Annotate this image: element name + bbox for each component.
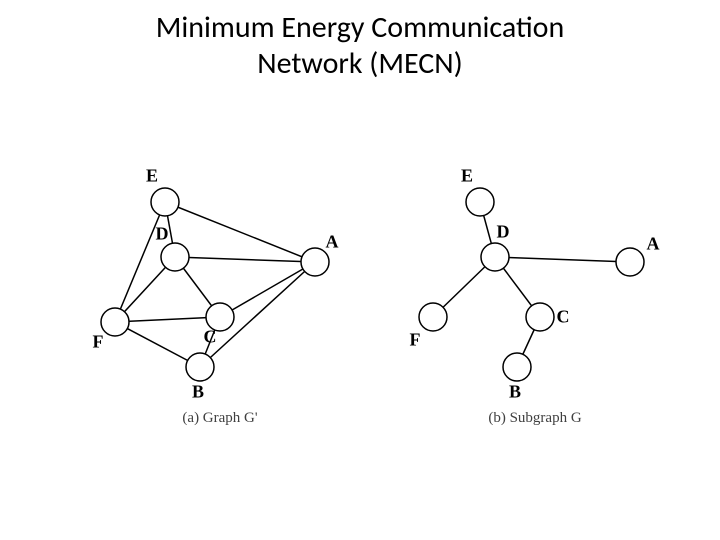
title-line-2: Network (MECN) bbox=[257, 45, 463, 82]
title-line-1: Minimum Energy Communication bbox=[156, 9, 565, 46]
node-label-c: C bbox=[204, 327, 217, 348]
node-label-c: C bbox=[557, 307, 570, 328]
node-label-b: B bbox=[192, 382, 204, 403]
node-d bbox=[161, 243, 189, 271]
edge bbox=[495, 257, 630, 262]
node-e bbox=[466, 188, 494, 216]
graph-panel-left: E D A C F B (a) Graph G' bbox=[80, 152, 360, 452]
node-label-f: F bbox=[410, 330, 421, 351]
edges-group bbox=[433, 202, 630, 367]
graph-svg bbox=[80, 152, 360, 452]
edge bbox=[220, 262, 315, 317]
node-label-a: A bbox=[647, 234, 660, 255]
panel-caption: (a) Graph G' bbox=[182, 410, 257, 427]
node-e bbox=[151, 188, 179, 216]
nodes-group bbox=[101, 188, 329, 381]
edge bbox=[115, 317, 220, 322]
node-a bbox=[616, 248, 644, 276]
graph-svg bbox=[395, 152, 675, 452]
node-b bbox=[186, 353, 214, 381]
node-label-e: E bbox=[146, 166, 158, 187]
node-label-e: E bbox=[461, 166, 473, 187]
node-label-d: D bbox=[156, 224, 169, 245]
node-label-f: F bbox=[93, 332, 104, 353]
edge bbox=[115, 202, 165, 322]
node-b bbox=[503, 353, 531, 381]
page-title: Minimum Energy Communication Network (ME… bbox=[0, 0, 720, 82]
node-d bbox=[481, 243, 509, 271]
node-label-b: B bbox=[509, 382, 521, 403]
panel-caption: (b) Subgraph G bbox=[488, 410, 581, 427]
node-c bbox=[526, 303, 554, 331]
figure-area: E D A C F B (a) Graph G' E D A C F B (b) Subgraph G bbox=[0, 82, 720, 522]
node-label-a: A bbox=[326, 232, 339, 253]
node-f bbox=[101, 308, 129, 336]
graph-panel-right: E D A C F B (b) Subgraph G bbox=[395, 152, 675, 452]
edge bbox=[175, 257, 315, 262]
nodes-group bbox=[419, 188, 644, 381]
node-f bbox=[419, 303, 447, 331]
node-label-d: D bbox=[497, 222, 510, 243]
